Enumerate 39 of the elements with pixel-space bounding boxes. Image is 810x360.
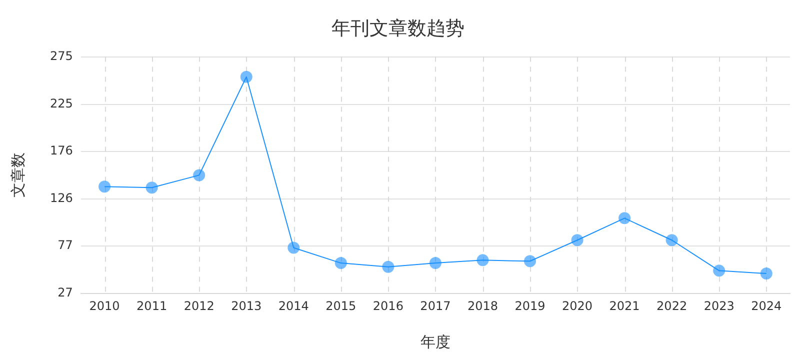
x-axis-title: 年度: [420, 332, 450, 351]
y-tick-label: 275: [50, 48, 73, 63]
y-tick-label: 77: [58, 238, 73, 252]
y-axis-title: 文章数: [8, 152, 27, 198]
y-tick-label: 176: [50, 143, 73, 158]
point: [382, 260, 394, 273]
x-tick-label: 2019: [514, 298, 546, 313]
point: [240, 70, 252, 83]
x-tick-label: 2024: [751, 298, 782, 313]
point: [713, 264, 726, 277]
x-tick-label: 2018: [467, 298, 498, 313]
x-tick-label: 2023: [704, 298, 734, 313]
chart-title: 年刊文章数趋势: [332, 17, 464, 40]
point: [618, 212, 631, 224]
x-tick-label: 2014: [278, 298, 309, 313]
x-tick-label: 2021: [609, 298, 640, 313]
x-tick-label: 2012: [184, 298, 214, 313]
point: [334, 257, 347, 270]
x-tick-label: 2010: [89, 298, 120, 313]
y-tick-label: 126: [50, 191, 73, 206]
x-tick-label: 2016: [372, 298, 404, 313]
x-tick-label: 2011: [136, 298, 168, 313]
point: [760, 268, 772, 280]
point: [429, 257, 442, 270]
point: [666, 234, 678, 246]
point: [193, 169, 206, 182]
point: [98, 180, 111, 193]
x-tick-label: 2017: [420, 298, 451, 313]
y-tick-label: 27: [58, 286, 73, 300]
point: [146, 182, 158, 194]
point: [476, 254, 489, 266]
x-tick-label: 2022: [656, 298, 688, 313]
point: [571, 234, 584, 246]
x-tick-label: 2013: [231, 298, 262, 313]
point: [288, 242, 300, 254]
x-tick-label: 2020: [562, 298, 593, 313]
y-tick-label: 225: [50, 96, 73, 111]
point: [524, 255, 536, 268]
x-tick-label: 2015: [326, 298, 356, 313]
